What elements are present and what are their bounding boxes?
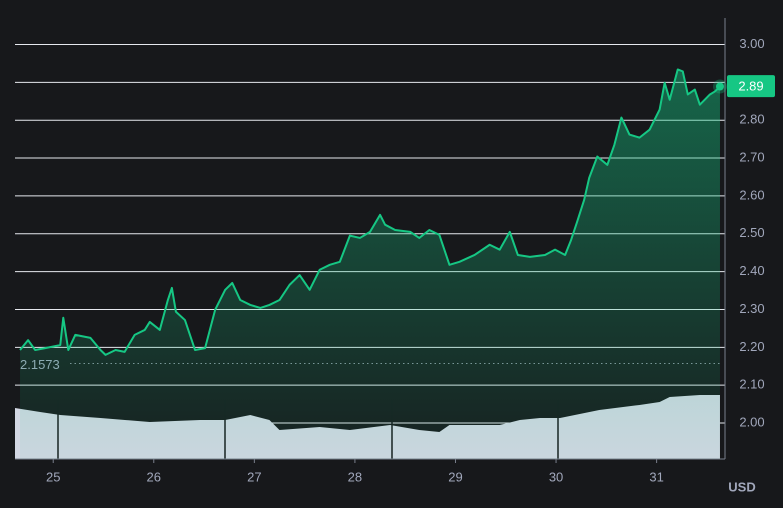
x-tick-label: 29 xyxy=(448,469,462,484)
y-tick-label: 2.70 xyxy=(739,149,764,164)
price-line xyxy=(19,68,721,356)
y-tick-label: 2.50 xyxy=(739,225,764,240)
price-badge-label: 2.89 xyxy=(738,79,763,94)
y-tick-label: 2.20 xyxy=(739,339,764,354)
x-tick-label: 26 xyxy=(147,469,161,484)
x-tick-label: 31 xyxy=(649,469,663,484)
x-tick-label: 30 xyxy=(549,469,563,484)
current-point xyxy=(715,82,724,91)
y-tick-label: 2.30 xyxy=(739,301,764,316)
y-tick-label: 2.00 xyxy=(739,414,764,429)
x-tick-label: 28 xyxy=(348,469,362,484)
y-tick-label: 2.40 xyxy=(739,263,764,278)
price-badge xyxy=(727,75,775,98)
x-tick-label: 25 xyxy=(46,469,60,484)
y-tick-label: 2.10 xyxy=(739,377,764,392)
y-tick-label: 2.80 xyxy=(739,112,764,127)
y-tick-label: 2.60 xyxy=(739,187,764,202)
y-tick-label: 3.00 xyxy=(739,36,764,51)
x-tick-label: 27 xyxy=(247,469,261,484)
price-area xyxy=(20,69,720,460)
currency-label: USD xyxy=(728,479,755,494)
